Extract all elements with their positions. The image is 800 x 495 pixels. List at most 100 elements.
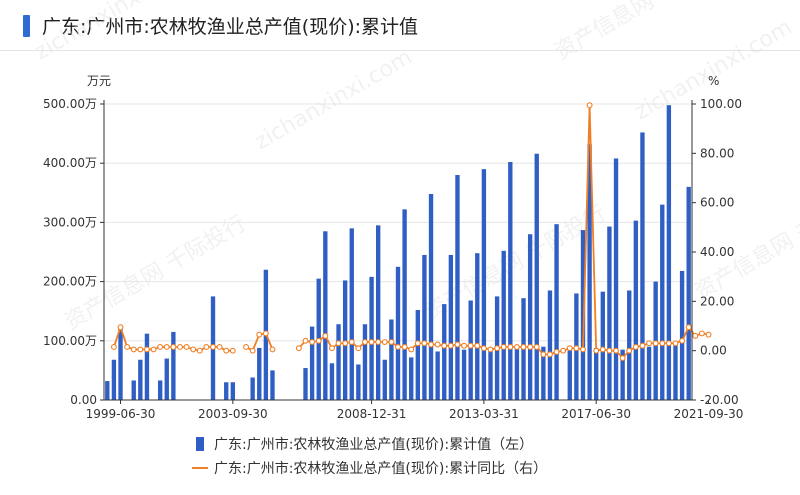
- line-point: [692, 332, 699, 339]
- left-tick-label: 300.00万: [43, 215, 97, 229]
- right-tick-label: 100.00: [700, 97, 742, 111]
- line-point: [243, 344, 249, 350]
- line-point: [553, 348, 560, 355]
- bar: [468, 300, 473, 400]
- line-point: [566, 345, 573, 352]
- bar: [580, 230, 586, 400]
- x-tick-label: 2021-09-30: [674, 407, 744, 421]
- line-point: [143, 346, 150, 353]
- bar: [369, 276, 374, 400]
- line-point: [527, 344, 534, 350]
- line-point: [302, 337, 309, 344]
- bar: [309, 326, 315, 400]
- line-point: [335, 340, 342, 347]
- axes: 0.00 100.00万 200.00万 300.00万 400.00万 500.00万 万…: [43, 74, 743, 421]
- bar: [375, 225, 381, 400]
- bar: [349, 228, 354, 400]
- right-tick-label: 60.00: [700, 196, 734, 210]
- line-point: [210, 344, 216, 350]
- left-tick-label: 500.00万: [43, 97, 97, 111]
- legend-label: 广东:广州市:农林牧渔业总产值(现价):累计值（左）: [214, 436, 533, 453]
- line-point: [342, 340, 349, 347]
- x-tick-label: 2017-06-30: [561, 407, 631, 421]
- line-point: [401, 344, 408, 350]
- left-tick-label: 0.00: [70, 393, 97, 407]
- bar: [395, 266, 401, 400]
- bar: [455, 175, 460, 400]
- line-point: [580, 346, 586, 353]
- bar: [415, 310, 421, 400]
- line-point: [216, 344, 223, 350]
- line-point: [480, 345, 487, 352]
- line-point: [295, 345, 302, 352]
- bar: [666, 105, 672, 401]
- line-point: [507, 344, 514, 350]
- bar: [131, 380, 136, 400]
- line-point: [249, 347, 256, 354]
- line-point: [698, 330, 705, 337]
- line-point: [639, 342, 646, 349]
- line-point: [408, 346, 415, 353]
- line-point: [421, 340, 428, 347]
- line-point: [196, 347, 203, 354]
- line-point: [130, 346, 137, 353]
- line-point: [454, 341, 461, 348]
- bar: [435, 351, 440, 400]
- title-bar: 广东:广州市:农林牧渔业总产值(现价):累计值: [0, 0, 800, 50]
- bar: [164, 358, 169, 400]
- bar: [660, 204, 665, 400]
- bar: [600, 291, 605, 400]
- bar: [627, 290, 632, 400]
- left-tick-label: 100.00万: [43, 334, 97, 348]
- line-point: [520, 344, 527, 350]
- line-point: [110, 344, 117, 350]
- bar: [488, 347, 493, 400]
- bar: [157, 380, 163, 400]
- line-point: [619, 355, 626, 362]
- bar: [481, 169, 487, 400]
- bar: [382, 359, 387, 400]
- line-point: [368, 339, 375, 345]
- line-point: [659, 340, 666, 347]
- bar: [501, 250, 506, 400]
- bar: [640, 132, 645, 400]
- watermark-text: zichanxinxi.com: [251, 45, 417, 155]
- line-point: [190, 346, 197, 353]
- left-tick-label: 400.00万: [43, 156, 97, 170]
- bar: [613, 158, 619, 400]
- line-point: [256, 331, 263, 338]
- line-point: [672, 340, 679, 347]
- bar: [686, 186, 691, 400]
- line-point: [626, 347, 633, 354]
- line-point: [362, 339, 368, 345]
- line-point: [593, 347, 600, 354]
- line-point: [269, 346, 276, 353]
- line-point: [170, 344, 177, 350]
- x-tick-label: 1999-06-30: [86, 407, 156, 421]
- bar: [620, 349, 625, 400]
- bar: [475, 253, 480, 400]
- line-point: [547, 351, 553, 358]
- bar: [554, 224, 559, 400]
- line-point: [315, 337, 322, 344]
- line-point: [500, 344, 507, 350]
- bar: [594, 347, 599, 400]
- title-accent-bar: [23, 15, 30, 37]
- line-point: [203, 344, 210, 350]
- line-point: [533, 344, 540, 350]
- line-point: [606, 347, 613, 354]
- right-tick-label: 0.00: [700, 344, 727, 358]
- legend-label: 广东:广州市:农林牧渔业总产值(现价):累计同比（右）: [214, 460, 547, 477]
- bar: [356, 364, 361, 400]
- line-point: [573, 345, 580, 352]
- left-tick-label: 200.00万: [43, 275, 97, 289]
- bar: [587, 144, 592, 400]
- bar: [362, 324, 368, 400]
- line-point: [494, 345, 501, 352]
- line-point: [599, 346, 606, 353]
- bar: [679, 270, 685, 400]
- x-tick-label: 2013-03-31: [449, 407, 519, 421]
- line-point: [375, 339, 382, 345]
